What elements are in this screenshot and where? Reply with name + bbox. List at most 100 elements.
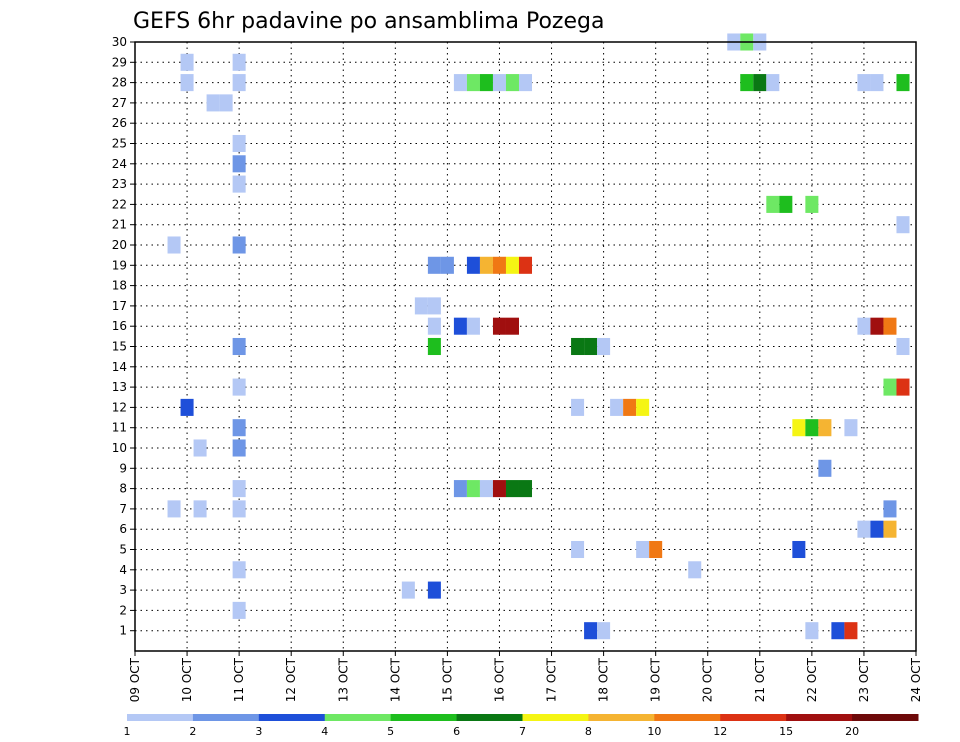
y-tick-label: 19 — [112, 258, 127, 272]
heatmap-cell — [584, 622, 598, 640]
heatmap-cell — [571, 540, 585, 559]
heatmap-cell — [857, 520, 871, 538]
heatmap-cell — [870, 520, 884, 538]
heatmap-cell — [636, 540, 650, 559]
legend-swatch — [127, 714, 194, 721]
x-tick-label: 12 OCT — [284, 657, 298, 702]
legend-swatch — [654, 714, 721, 721]
heatmap-cell — [805, 622, 819, 640]
y-tick-label: 28 — [112, 76, 127, 90]
heatmap-cell — [883, 500, 897, 518]
heatmap-cell — [597, 337, 611, 356]
x-tick-label: 13 OCT — [336, 657, 350, 702]
heatmap-cell — [857, 74, 871, 92]
heatmap-cell — [571, 337, 585, 356]
y-tick-label: 12 — [112, 400, 127, 414]
y-tick-label: 17 — [112, 299, 127, 313]
legend-label: 12 — [713, 725, 727, 738]
x-tick-label: 19 OCT — [649, 657, 663, 702]
legend-label: 5 — [387, 725, 394, 738]
heatmap-cell — [571, 398, 585, 416]
heatmap-cell — [232, 500, 246, 518]
legend-swatch — [588, 714, 655, 721]
legend-label: 4 — [321, 725, 328, 738]
y-tick-label: 2 — [119, 603, 127, 617]
x-tick-label: 20 OCT — [701, 657, 715, 702]
legend-label: 2 — [189, 725, 196, 738]
y-tick-label: 14 — [112, 360, 127, 374]
y-tick-label: 22 — [112, 197, 127, 211]
heatmap-cell — [518, 480, 533, 498]
legend-label: 8 — [585, 725, 592, 738]
heatmap-cell — [232, 378, 246, 396]
heatmap-cell — [792, 419, 806, 437]
heatmap-cell — [453, 480, 467, 498]
y-tick-label: 5 — [119, 543, 127, 557]
heatmap-cell — [649, 540, 663, 559]
heatmap-cell — [584, 337, 598, 356]
legend-swatch — [258, 714, 326, 721]
heatmap-cell — [831, 622, 845, 640]
legend-swatch — [786, 714, 853, 721]
x-tick-label: 15 OCT — [440, 657, 454, 702]
heatmap-cell — [427, 337, 441, 356]
y-axis-ticks: 1234567891011121314151617181920212223242… — [112, 35, 135, 638]
heatmap-cell — [466, 256, 480, 274]
heatmap-cell — [844, 622, 858, 640]
heatmap-cell — [206, 94, 220, 112]
heatmap-cell — [427, 581, 441, 599]
legend-swatch — [324, 714, 392, 721]
y-tick-label: 15 — [112, 340, 127, 354]
legend-label: 1 — [124, 725, 131, 738]
heatmap-cell — [505, 317, 519, 335]
ensemble-cells — [167, 33, 910, 640]
heatmap-cell — [232, 155, 246, 173]
heatmap-cell — [479, 480, 493, 498]
heatmap-cell — [180, 398, 194, 416]
heatmap-cell — [779, 195, 793, 213]
legend-swatch — [192, 714, 260, 721]
y-tick-label: 7 — [119, 502, 127, 516]
x-tick-label: 18 OCT — [597, 657, 611, 702]
y-tick-label: 30 — [112, 35, 127, 49]
legend-swatch — [390, 714, 458, 721]
heatmap-cell — [844, 419, 858, 437]
y-tick-label: 16 — [112, 319, 127, 333]
x-tick-label: 11 OCT — [232, 657, 246, 702]
heatmap-cell — [896, 74, 910, 92]
plot-grid — [135, 42, 916, 651]
heatmap-cell — [597, 622, 611, 640]
legend-label: 6 — [453, 725, 460, 738]
legend-swatch — [522, 714, 589, 721]
y-tick-label: 3 — [119, 583, 127, 597]
heatmap-cell — [792, 540, 806, 559]
y-tick-label: 23 — [112, 177, 127, 191]
legend-colorbar: 1 2 3 4 5 6 7 8 10 12 15 20 — [124, 714, 919, 738]
heatmap-cell — [766, 195, 780, 213]
y-tick-label: 4 — [119, 563, 127, 577]
heatmap-cell — [232, 601, 246, 619]
x-tick-label: 16 OCT — [492, 657, 506, 702]
heatmap-cell — [427, 317, 441, 335]
y-tick-label: 24 — [112, 157, 127, 171]
heatmap-cell — [180, 53, 194, 71]
y-tick-label: 1 — [119, 624, 127, 638]
heatmap-cell — [232, 337, 246, 356]
heatmap-cell — [232, 480, 246, 498]
x-tick-label: 17 OCT — [545, 657, 559, 702]
legend-label: 20 — [845, 725, 859, 738]
heatmap-cell — [883, 378, 897, 396]
heatmap-cell — [427, 256, 441, 274]
heatmap-cell — [232, 236, 246, 254]
y-tick-label: 20 — [112, 238, 127, 252]
heatmap-cell — [766, 74, 780, 92]
y-tick-label: 21 — [112, 218, 127, 232]
heatmap-cell — [466, 317, 480, 335]
y-tick-label: 9 — [119, 461, 127, 475]
x-tick-label: 22 OCT — [805, 657, 819, 702]
y-tick-label: 13 — [112, 380, 127, 394]
heatmap-cell — [492, 256, 506, 274]
x-tick-label: 14 OCT — [388, 657, 402, 702]
heatmap-cell — [896, 337, 910, 356]
heatmap-cell — [883, 317, 897, 335]
